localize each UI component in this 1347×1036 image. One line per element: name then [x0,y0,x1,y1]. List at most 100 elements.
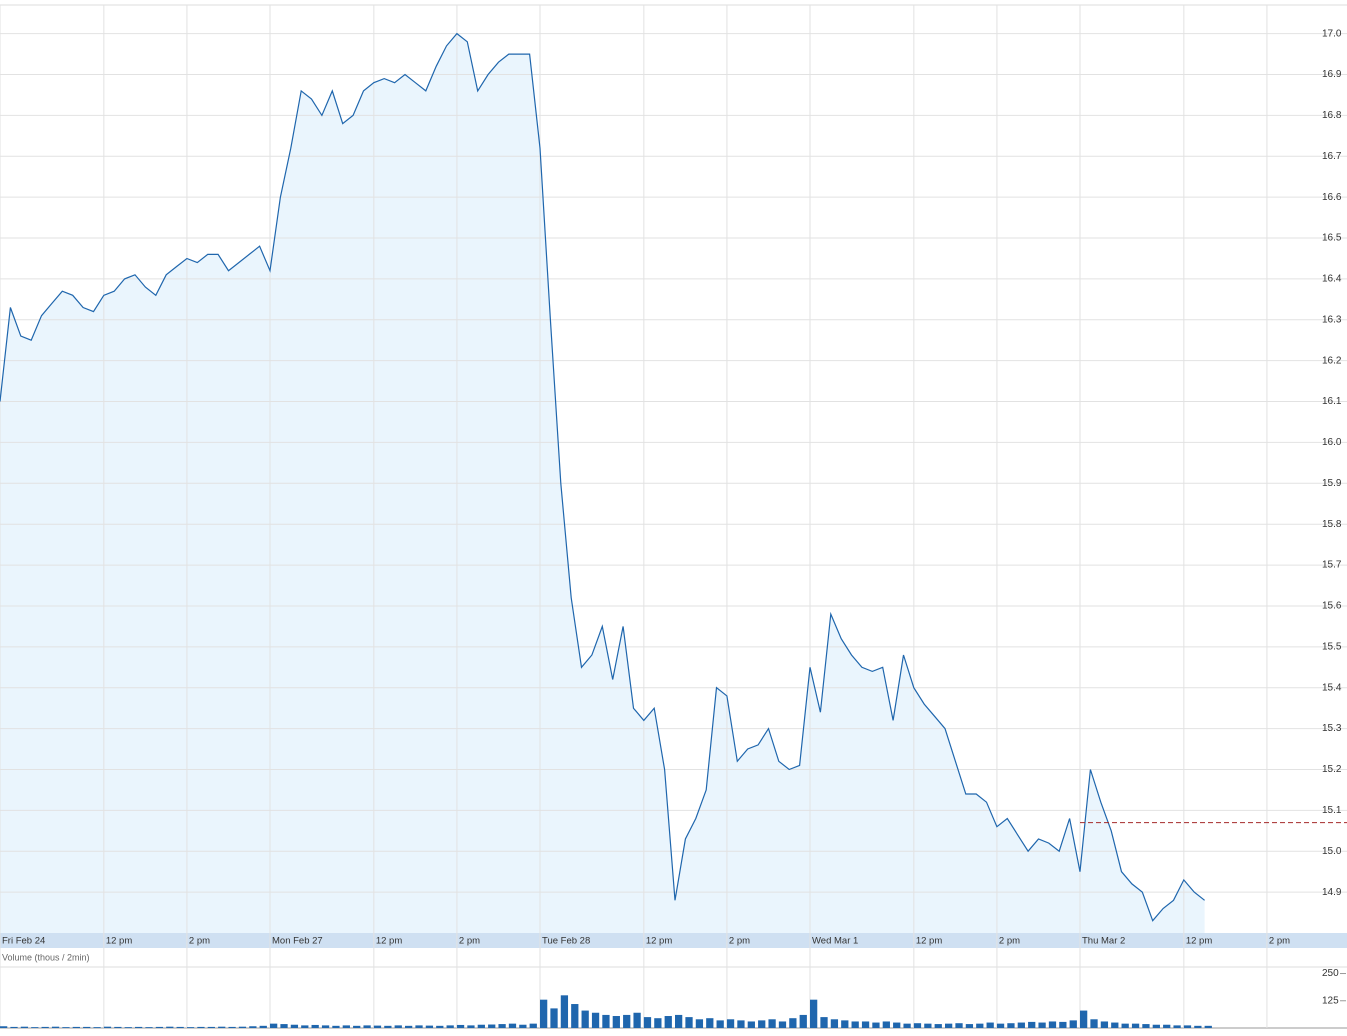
volume-bar [789,1018,797,1028]
volume-bar [882,1021,890,1028]
volume-bar [1028,1021,1036,1028]
volume-bar [166,1026,174,1028]
volume-bar [934,1024,942,1028]
date-band [0,933,1347,948]
volume-bar [913,1023,922,1028]
volume-bar [93,1027,101,1028]
volume-bar [1059,1021,1067,1028]
volume-bar [1007,1023,1015,1028]
volume-bar [508,1023,517,1028]
volume-bar [446,1025,454,1028]
volume-bar [695,1019,704,1028]
y-tick-label: 15.7 [1322,560,1342,571]
volume-bar [872,1022,880,1028]
volume-bar [467,1025,475,1028]
volume-bar [363,1025,371,1028]
y-tick-label: 15.9 [1322,478,1342,489]
volume-bar [851,1021,859,1028]
volume-bar [51,1026,60,1028]
volume-bar [706,1018,714,1028]
volume-bar [1069,1020,1077,1028]
volume-bar [415,1025,423,1028]
x-tick-label: Wed Mar 1 [812,936,858,947]
volume-bar [768,1019,776,1028]
y-tick-label: 17.0 [1322,28,1342,39]
volume-bar [581,1010,589,1028]
volume-bar [114,1026,122,1028]
volume-bar [425,1025,434,1028]
x-tick-label: 2 pm [459,936,480,947]
y-tick-label: 16.7 [1322,151,1342,162]
volume-bar [238,1026,247,1028]
volume-tick-label: 125 [1322,995,1339,1006]
volume-bar [830,1019,839,1028]
volume-bar [654,1018,662,1028]
volume-bar [841,1020,849,1028]
volume-bar [1204,1025,1212,1028]
volume-bar [643,1017,652,1028]
volume-bar [540,999,548,1028]
volume-bar [861,1021,870,1028]
volume-bar [1090,1019,1098,1028]
y-tick-label: 16.1 [1322,396,1342,407]
volume-bar [1142,1024,1150,1028]
volume-bar [633,1012,641,1028]
volume-bar [903,1023,911,1028]
volume-bar [31,1027,39,1028]
volume-bar [332,1025,340,1028]
volume-bar [270,1023,278,1028]
volume-bar [228,1026,236,1028]
volume-bar [747,1021,755,1028]
volume-bar [353,1025,361,1028]
volume-bar [571,1004,579,1028]
x-tick-label: Tue Feb 28 [542,936,590,947]
volume-bar [20,1026,29,1028]
volume-bar [249,1026,257,1028]
volume-bar [623,1014,631,1028]
volume-bar [945,1023,953,1028]
volume-bar [41,1026,49,1028]
volume-bar [321,1025,330,1028]
volume-bar [560,995,569,1028]
x-tick-label: Mon Feb 27 [272,936,323,947]
x-tick-label: 2 pm [729,936,750,947]
volume-bar [477,1024,485,1028]
price-line [0,32,1205,922]
y-tick-label: 16.9 [1322,69,1342,80]
volume-bar [550,1008,558,1028]
y-tick-label: 15.0 [1322,846,1342,857]
volume-bar [456,1024,465,1028]
x-tick-label: Thu Mar 2 [1082,936,1125,947]
volume-bar [664,1016,672,1028]
volume-bar [810,999,818,1028]
volume-bar [405,1025,413,1028]
volume-bar [197,1026,205,1028]
volume-bar [820,1017,828,1028]
volume-bar [176,1026,184,1028]
volume-bar [685,1017,693,1028]
volume-bar [436,1025,444,1028]
volume-bar [311,1024,319,1028]
volume-bar [1048,1021,1057,1028]
y-tick-label: 16.0 [1322,437,1342,448]
volume-bar [62,1027,70,1028]
volume-bar [965,1024,974,1028]
x-tick-label: 12 pm [646,936,672,947]
volume-bar [1038,1022,1046,1028]
volume-bar [1121,1023,1129,1028]
volume-bar [145,1027,153,1028]
y-tick-label: 16.4 [1322,274,1342,285]
volume-bar [83,1026,91,1028]
volume-bar [726,1019,735,1028]
volume-bar [218,1026,226,1028]
x-tick-label: 12 pm [1186,936,1212,947]
volume-bar [0,1026,8,1028]
volume-bar [1194,1025,1202,1028]
volume-bar [758,1020,766,1028]
volume-bar [488,1024,496,1028]
volume-bar [529,1023,537,1028]
y-tick-label: 15.4 [1322,682,1342,693]
y-tick-label: 16.3 [1322,314,1342,325]
y-tick-label: 15.6 [1322,601,1342,612]
volume-bar [799,1014,807,1028]
